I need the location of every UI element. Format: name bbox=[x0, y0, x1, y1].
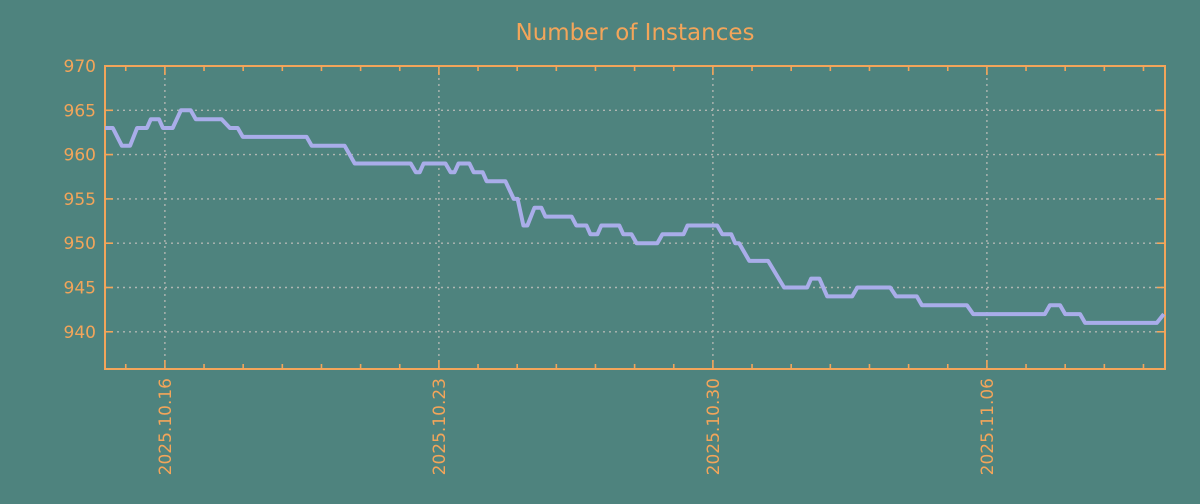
gridlines bbox=[105, 66, 1165, 369]
y-tick-label-955: 955 bbox=[64, 190, 96, 210]
x-tick-label-2025.11.06: 2025.11.06 bbox=[978, 378, 998, 475]
plot-border bbox=[104, 65, 1166, 370]
y-tick-label-940: 940 bbox=[64, 323, 96, 343]
data-line bbox=[105, 108, 1166, 325]
x-tick-label-2025.10.16: 2025.10.16 bbox=[156, 378, 176, 475]
y-tick-label-965: 965 bbox=[64, 101, 96, 121]
x-axis-labels: 2025.10.16 2025.10.23 2025.10.30 2025.11.06 bbox=[156, 378, 998, 475]
chart-title: Number of Instances bbox=[516, 20, 755, 46]
y-tick-label-960: 960 bbox=[64, 146, 96, 166]
y-tick-label-950: 950 bbox=[64, 234, 96, 254]
y-axis-labels: 940 945 950 955 960 965 970 bbox=[64, 57, 96, 343]
x-tick-label-2025.10.23: 2025.10.23 bbox=[430, 378, 450, 475]
y-tick-label-945: 945 bbox=[64, 278, 96, 298]
x-tick-label-2025.10.30: 2025.10.30 bbox=[704, 378, 724, 475]
y-tick-label-970: 970 bbox=[64, 57, 96, 77]
